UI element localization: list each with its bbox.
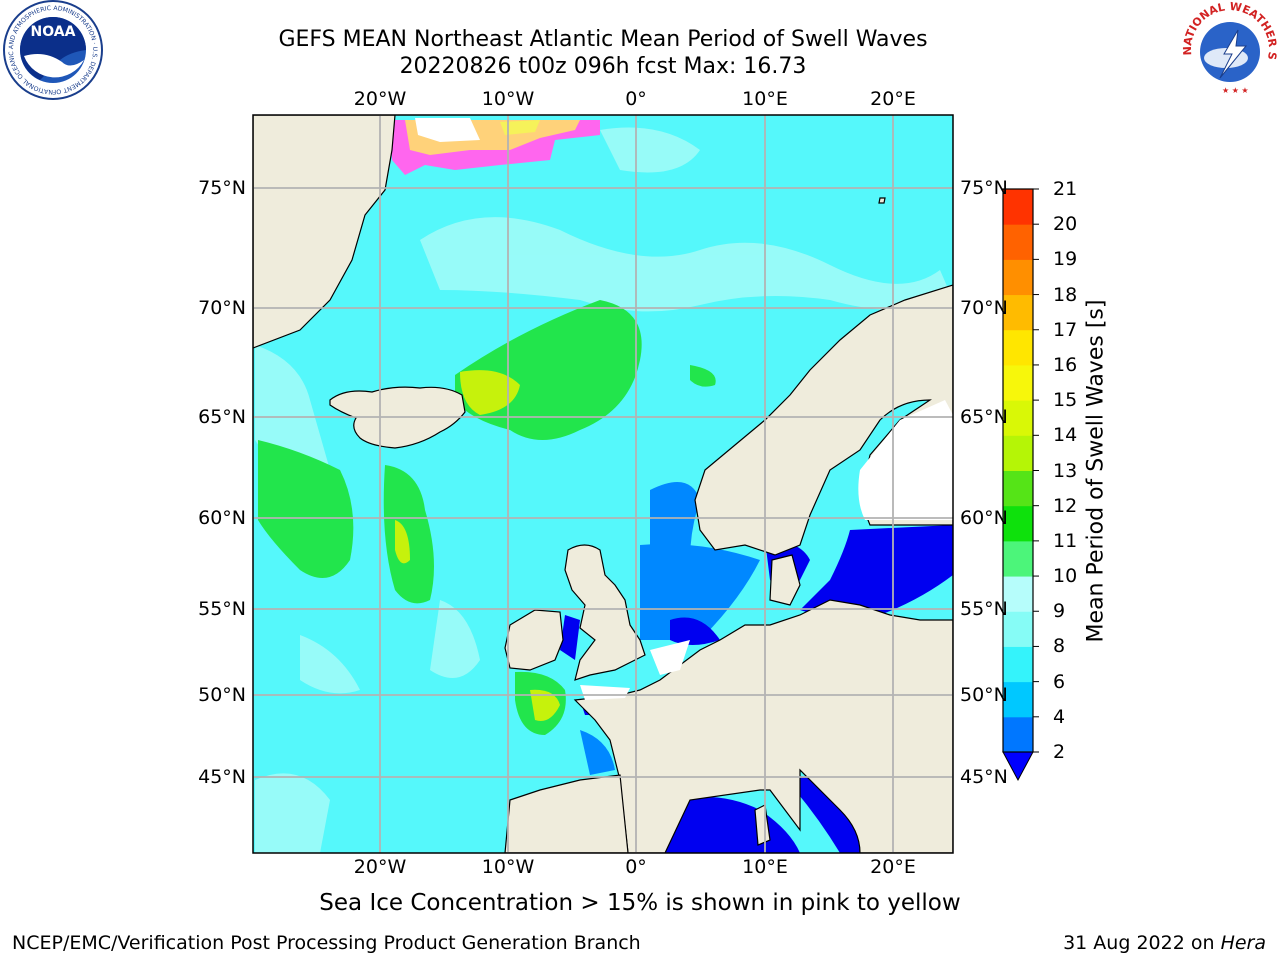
lat-label-left: 60°N	[198, 507, 246, 529]
chart-subtitle: 20220826 t00z 096h fcst Max: 16.73	[399, 54, 807, 79]
colorbar-tick-label: 12	[1053, 494, 1078, 517]
colorbar-segment	[1003, 435, 1033, 471]
colorbar-tick-label: 4	[1053, 705, 1066, 728]
gridlines	[253, 115, 953, 853]
noaa-logo-icon: NATIONAL OCEANIC AND ATMOSPHERIC ADMINIS…	[0, 0, 103, 100]
lon-label-bottom: 10°E	[742, 856, 788, 878]
svg-text:★ ★ ★: ★ ★ ★	[1222, 86, 1249, 95]
lat-label-right: 45°N	[960, 766, 1008, 788]
footer-host: Hera	[1220, 932, 1266, 954]
colorbar-segment	[1003, 259, 1033, 296]
colorbar-tick-label: 21	[1053, 178, 1078, 200]
colorbar-segment	[1003, 400, 1033, 436]
footer-date: 31 Aug 2022 on Hera	[1063, 932, 1266, 954]
lon-label-top: 20°W	[353, 88, 407, 110]
chart-title: GEFS MEAN Northeast Atlantic Mean Period…	[278, 27, 928, 52]
lat-label-left: 55°N	[198, 598, 246, 620]
lat-label-right: 50°N	[960, 684, 1008, 706]
lat-label-right: 70°N	[960, 297, 1008, 319]
colorbar-tick-label: 17	[1053, 318, 1078, 341]
colorbar	[1002, 188, 1039, 782]
lat-label-left: 65°N	[198, 406, 246, 428]
colorbar-segment	[1003, 470, 1033, 507]
colorbar-segment	[1003, 716, 1033, 753]
lon-label-bottom: 20°E	[870, 856, 916, 878]
lon-label-bottom: 10°W	[481, 856, 535, 878]
lat-label-left: 50°N	[198, 684, 246, 706]
lon-label-bottom: 20°W	[353, 856, 407, 878]
colorbar-tick-label: 16	[1053, 353, 1078, 376]
lat-label-left: 75°N	[198, 177, 246, 199]
map-area	[253, 115, 953, 853]
colorbar-tick-label: 19	[1053, 248, 1078, 271]
sea-ice-region	[390, 118, 600, 175]
lat-label-left: 70°N	[198, 297, 246, 319]
colorbar-tick-label: 20	[1053, 213, 1078, 236]
footer-credit: NCEP/EMC/Verification Post Processing Pr…	[12, 932, 641, 954]
nws-logo-icon: NATIONAL WEATHER SERVICE ★ ★ ★	[1180, 0, 1279, 98]
colorbar-segment	[1003, 505, 1033, 542]
colorbar-segment	[1003, 224, 1033, 260]
colorbar-segment	[1003, 329, 1033, 366]
colorbar-segment	[1003, 646, 1033, 683]
colorbar-tick-label: 15	[1053, 389, 1078, 412]
colorbar-segment	[1003, 364, 1033, 401]
lat-label-right: 75°N	[960, 177, 1008, 199]
lat-label-right: 55°N	[960, 598, 1008, 620]
swell-8-9s-regions	[255, 127, 953, 853]
colorbar-tick-label: 10	[1053, 565, 1078, 588]
colorbar-tick-label: 6	[1053, 670, 1066, 693]
lat-label-right: 65°N	[960, 406, 1008, 428]
lon-label-top: 10°E	[742, 88, 788, 110]
lon-label-top: 0°	[625, 88, 647, 110]
sea-ice-note: Sea Ice Concentration > 15% is shown in …	[319, 890, 961, 916]
colorbar-segment	[1003, 294, 1033, 331]
swell-2-4s-regions	[580, 482, 760, 775]
colorbar-label: Mean Period of Swell Waves [s]	[1083, 299, 1109, 643]
colorbar-tick-label: 8	[1053, 635, 1066, 658]
colorbar-segment	[1003, 611, 1033, 647]
colorbar-segment	[1003, 189, 1033, 225]
lat-label-right: 60°N	[960, 507, 1008, 529]
svg-text:NOAA: NOAA	[31, 24, 76, 40]
swell-13-15s-regions	[395, 370, 560, 721]
colorbar-tick-label: 14	[1053, 424, 1078, 447]
colorbar-tick-label: 9	[1053, 600, 1066, 623]
colorbar-tick-label: 18	[1053, 283, 1078, 306]
colorbar-tick-label: 2	[1053, 741, 1066, 763]
lon-label-top: 20°E	[870, 88, 916, 110]
colorbar-tick-label: 11	[1053, 529, 1078, 552]
no-data-regions	[580, 400, 953, 700]
lon-label-top: 10°W	[481, 88, 535, 110]
lat-label-left: 45°N	[198, 766, 246, 788]
colorbar-segment	[1003, 576, 1033, 612]
map-frame	[252, 114, 954, 854]
lon-label-bottom: 0°	[625, 856, 647, 878]
colorbar-tick-label: 13	[1053, 459, 1078, 482]
colorbar-segment	[1003, 540, 1033, 577]
colorbar-segment	[1003, 681, 1033, 718]
